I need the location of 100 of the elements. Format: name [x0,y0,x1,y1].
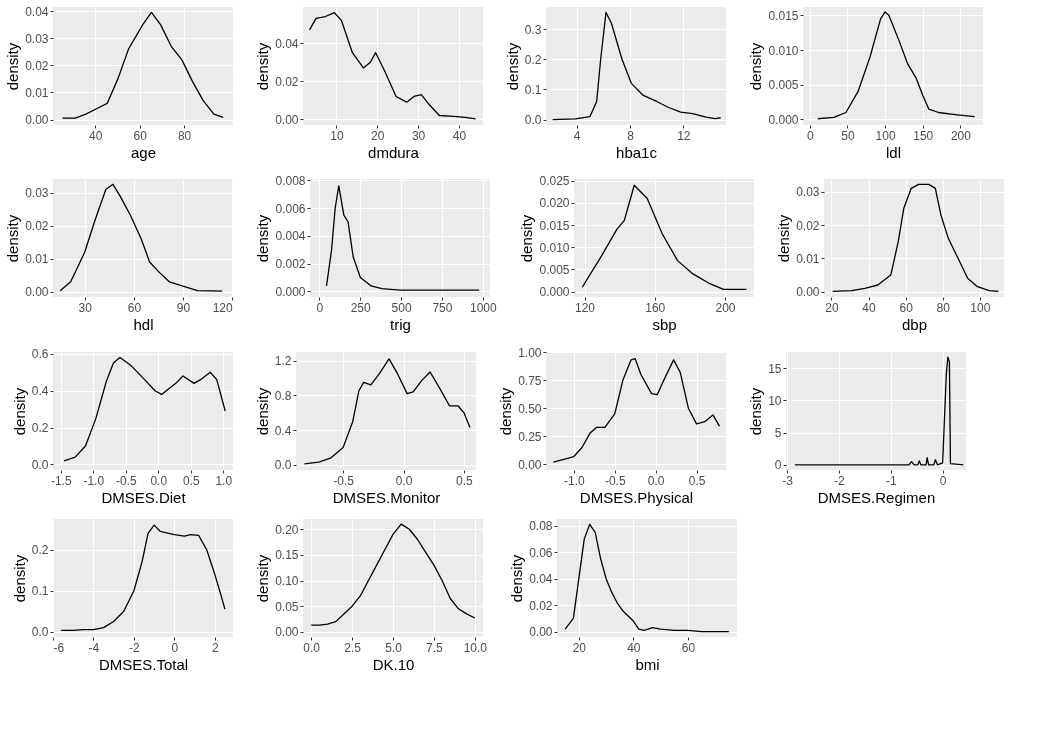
y-tick-label: 5 [774,426,782,441]
y-tick-label: 0.04 [25,4,49,19]
x-tick-label: 120 [575,300,596,315]
x-tick-label: 80 [936,300,951,315]
y-tick-label: 0.03 [25,186,49,201]
line-series [303,358,471,465]
y-tick-label: 0.010 [768,43,799,58]
y-tick-label: 0.02 [25,219,49,234]
y-tick-label: 0 [774,458,782,473]
y-axis-title: density [10,554,28,603]
y-tick-label: 0.03 [25,31,49,46]
y-axis-title: density [253,387,271,436]
x-tick-label: 10.0 [463,640,488,655]
x-tick-label: 0.5 [182,473,200,488]
y-axis-title: density [254,214,272,263]
y-tick-label: 0.02 [25,58,49,73]
x-tick-label: 0.0 [150,473,168,488]
line-series [59,183,223,292]
y-tick-label: 0.00 [275,625,299,640]
y-tick-label: 0.4 [274,423,292,438]
line-series [308,12,477,120]
y-tick-label: 0.00 [275,112,299,127]
x-tick-label: 40 [89,128,103,143]
y-tick-label: 0.0 [31,625,49,640]
x-tick-label: 2.5 [344,640,362,655]
y-tick-label: 0.4 [31,384,49,399]
y-tick-label: 0.08 [529,519,553,534]
y-tick-label: 0.005 [539,263,570,277]
y-tick-label: 0.025 [539,174,570,189]
y-tick-label: 0.75 [518,373,542,388]
y-axis-title: density [747,42,765,91]
x-tick-label: -0.5 [604,473,626,488]
y-tick-label: 0.03 [796,185,820,200]
x-axis-title: dbp [901,315,928,333]
line-series [325,185,480,291]
y-tick-label: 0.2 [524,52,542,67]
x-tick-label: 80 [177,128,192,143]
x-tick-label: 20 [371,128,385,143]
x-tick-label: -1.5 [50,473,72,488]
line-series [552,358,721,463]
x-tick-label: -1.0 [83,473,105,488]
y-tick-label: 0.6 [31,347,49,362]
line-series [817,11,976,120]
x-tick-label: 8 [627,128,635,143]
y-tick-label: 1.00 [518,345,542,360]
x-tick-label: -1 [885,473,897,488]
x-tick-label: 150 [913,128,934,143]
x-tick-label: -3 [782,473,794,488]
x-axis-title: DMSES.Diet [101,488,187,506]
x-tick-label: 60 [899,300,914,315]
y-tick-label: 0.1 [31,584,49,599]
line-series [63,356,226,462]
x-tick-label: 100 [970,300,991,315]
y-tick-label: 0.04 [529,572,553,587]
x-tick-label: -6 [53,640,65,655]
y-tick-label: 0.02 [796,218,820,233]
x-tick-label: 1000 [469,300,497,315]
y-tick-label: 0.0 [31,457,49,472]
x-tick-label: 10 [330,128,344,143]
x-tick-label: 0.0 [303,640,321,655]
x-tick-label: 200 [715,300,736,315]
y-axis-title: density [254,42,272,91]
y-tick-label: 0.00 [796,285,820,300]
x-axis-title: DMSES.Regimen [817,488,936,506]
x-tick-label: -1.0 [563,473,585,488]
y-tick-label: 0.000 [539,285,570,300]
y-tick-label: 0.000 [275,284,306,299]
y-tick-label: 0.50 [518,401,542,416]
x-tick-label: 60 [133,128,148,143]
y-tick-label: 0.010 [539,240,570,255]
x-tick-label: 60 [127,300,142,315]
x-tick-label: 12 [677,128,691,143]
y-tick-label: 0.00 [25,285,49,300]
x-tick-label: 750 [432,300,453,315]
x-tick-label: 2 [211,640,219,655]
line-series [832,183,1000,292]
x-axis-title: age [130,143,157,161]
x-tick-label: 40 [862,300,877,315]
line-series [61,11,224,119]
y-tick-label: 0.0 [524,113,542,128]
x-tick-label: 40 [452,128,467,143]
x-tick-label: 60 [681,640,696,655]
x-axis-title: bmi [635,655,660,673]
y-tick-label: 0.000 [768,112,799,127]
x-tick-label: -0.5 [333,473,355,488]
y-axis-title: density [254,554,272,603]
y-tick-label: 15 [768,361,782,376]
x-tick-label: 160 [645,300,666,315]
y-tick-label: 0.1 [524,82,542,97]
x-tick-label: -4 [88,640,100,655]
y-tick-label: 0.015 [539,218,570,233]
x-axis-title: hdl [133,315,154,333]
x-tick-label: -0.5 [115,473,137,488]
x-axis-title: ldl [885,143,902,161]
line-series [552,11,722,121]
x-tick-label: 20 [825,300,839,315]
y-axis-title: density [775,214,793,263]
x-tick-label: 0.0 [395,473,413,488]
y-axis-title: density [497,387,515,436]
y-tick-label: 0.00 [518,457,542,472]
